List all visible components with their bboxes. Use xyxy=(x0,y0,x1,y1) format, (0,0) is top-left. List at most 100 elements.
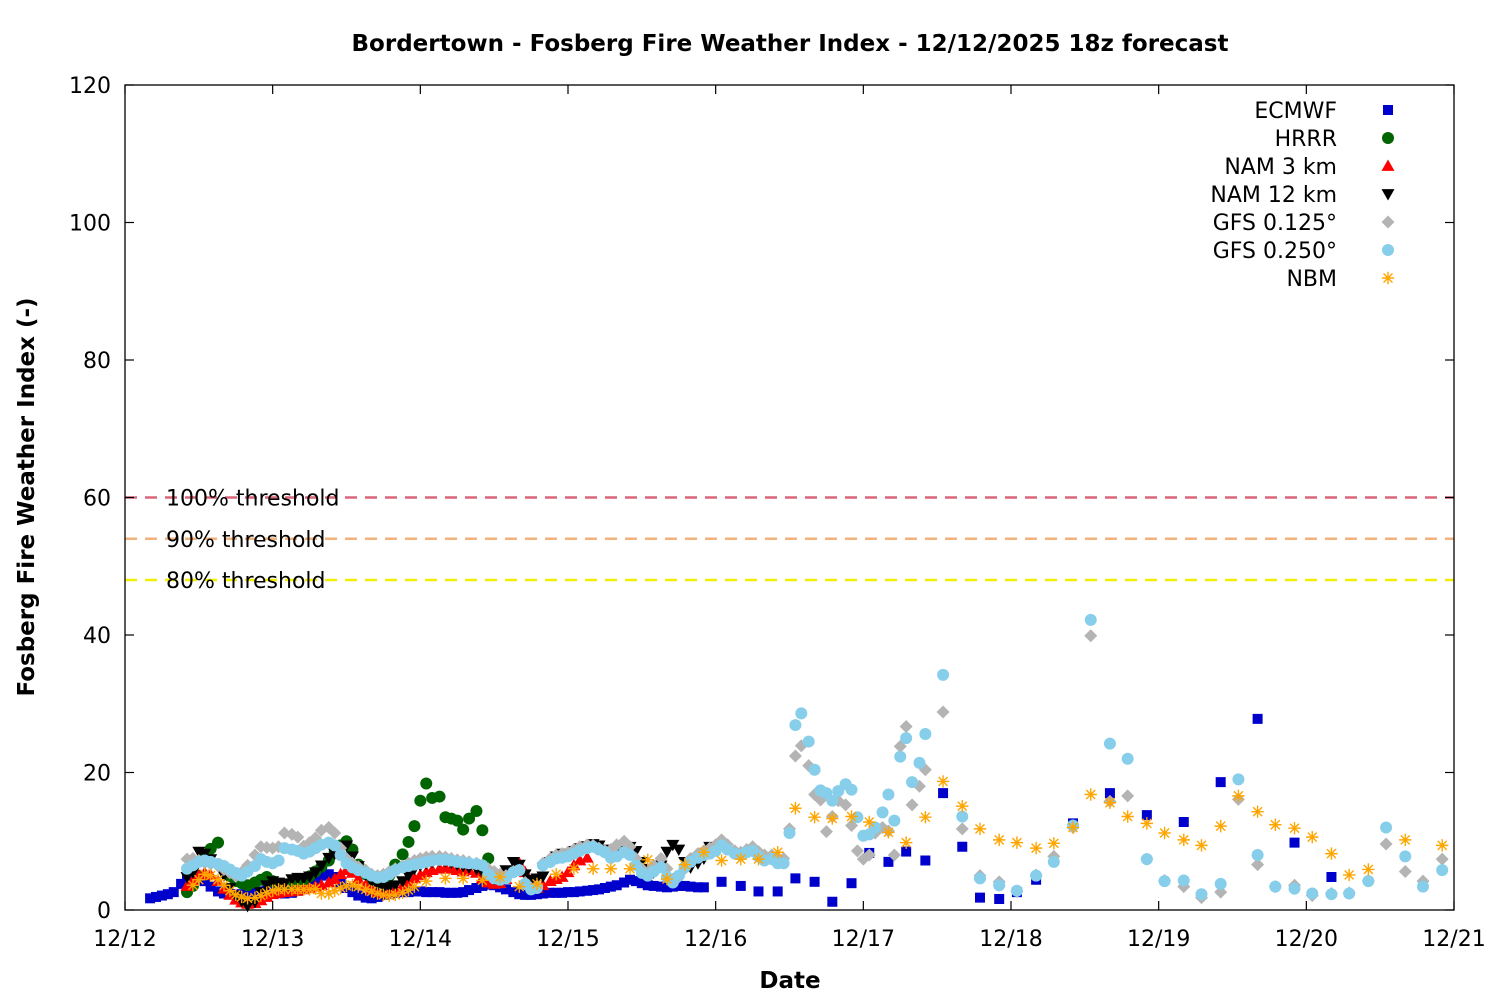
y-tick-label: 40 xyxy=(83,624,111,649)
data-point xyxy=(1362,863,1375,876)
y-axis-label: Fosberg Fire Weather Index (-) xyxy=(14,297,40,696)
data-point xyxy=(371,887,384,900)
data-point xyxy=(315,887,328,900)
data-point xyxy=(1435,839,1449,852)
data-point xyxy=(1158,875,1171,888)
data-point xyxy=(679,880,690,891)
data-point xyxy=(1289,837,1300,848)
legend-label: HRRR xyxy=(1275,127,1337,152)
data-point xyxy=(421,887,432,898)
data-point xyxy=(1382,244,1394,256)
data-point xyxy=(1326,872,1337,882)
x-tick-label: 12/12 xyxy=(93,927,156,952)
y-tick-label: 20 xyxy=(83,762,111,787)
y-tick-label: 80 xyxy=(83,349,111,374)
data-point xyxy=(605,881,616,892)
data-point xyxy=(1195,888,1208,901)
data-point xyxy=(1084,788,1097,801)
data-point xyxy=(545,887,556,898)
data-point xyxy=(145,893,156,904)
data-point xyxy=(551,887,562,898)
data-point xyxy=(192,873,206,886)
x-tick-label: 12/16 xyxy=(684,927,747,952)
data-point xyxy=(636,878,647,889)
data-point xyxy=(753,886,764,897)
data-point xyxy=(365,885,378,898)
x-tick-label: 12/18 xyxy=(979,927,1042,952)
x-tick-label: 12/21 xyxy=(1422,927,1485,952)
data-point xyxy=(235,890,248,904)
data-point xyxy=(199,876,210,887)
data-point xyxy=(973,872,986,885)
data-point xyxy=(476,874,489,887)
data-point xyxy=(802,735,815,748)
data-point xyxy=(446,887,457,898)
data-point xyxy=(322,852,336,865)
data-point xyxy=(439,872,452,885)
data-point xyxy=(882,826,895,839)
data-point xyxy=(1325,888,1338,901)
data-point xyxy=(1436,864,1449,877)
data-point xyxy=(899,719,913,733)
data-point xyxy=(919,728,932,740)
data-point xyxy=(956,799,969,813)
data-point xyxy=(604,862,618,875)
data-point xyxy=(408,820,421,833)
data-point xyxy=(212,836,225,849)
legend-label: NAM 3 km xyxy=(1224,155,1337,180)
data-point xyxy=(648,880,659,891)
data-point xyxy=(1435,852,1449,866)
data-point xyxy=(291,830,305,844)
data-point xyxy=(1232,773,1245,786)
data-point xyxy=(500,884,511,895)
data-point xyxy=(735,880,746,891)
data-point xyxy=(685,881,696,892)
data-point xyxy=(1140,853,1153,866)
data-point xyxy=(514,889,525,900)
data-point xyxy=(624,849,637,861)
data-point xyxy=(493,870,507,884)
data-point xyxy=(937,668,950,681)
data-point xyxy=(353,890,364,901)
data-point xyxy=(229,888,242,902)
data-point xyxy=(563,887,573,898)
data-point xyxy=(1158,826,1171,840)
data-point xyxy=(420,874,433,888)
data-point xyxy=(322,887,335,900)
data-point xyxy=(211,873,225,886)
data-point xyxy=(672,869,685,882)
data-point xyxy=(513,864,526,877)
data-point xyxy=(899,836,913,849)
data-point xyxy=(654,851,668,865)
data-point xyxy=(457,823,470,836)
data-point xyxy=(328,839,341,852)
data-point xyxy=(476,824,489,837)
y-tick-label: 120 xyxy=(69,74,111,99)
data-point xyxy=(716,876,727,887)
data-point xyxy=(1121,752,1134,765)
legend-label: GFS 0.125° xyxy=(1213,211,1337,236)
data-point xyxy=(434,887,445,898)
data-point xyxy=(678,858,691,871)
data-point xyxy=(352,880,365,893)
data-point xyxy=(846,878,857,889)
data-point xyxy=(396,848,409,861)
data-point xyxy=(513,880,526,893)
data-point xyxy=(549,868,563,881)
data-point xyxy=(176,878,187,889)
data-point xyxy=(913,756,926,769)
threshold-label: 90% threshold xyxy=(166,528,326,553)
data-point xyxy=(1178,817,1189,827)
data-point xyxy=(790,873,801,884)
data-point xyxy=(508,887,519,898)
data-point xyxy=(882,788,895,801)
data-point xyxy=(309,882,322,895)
data-point xyxy=(396,876,410,888)
data-point xyxy=(1177,874,1190,887)
data-point xyxy=(366,893,377,904)
data-point xyxy=(1252,713,1263,724)
data-point xyxy=(901,846,912,857)
series-points xyxy=(145,713,1337,907)
threshold-label: 100% threshold xyxy=(166,487,340,512)
x-tick-label: 12/13 xyxy=(241,927,304,952)
